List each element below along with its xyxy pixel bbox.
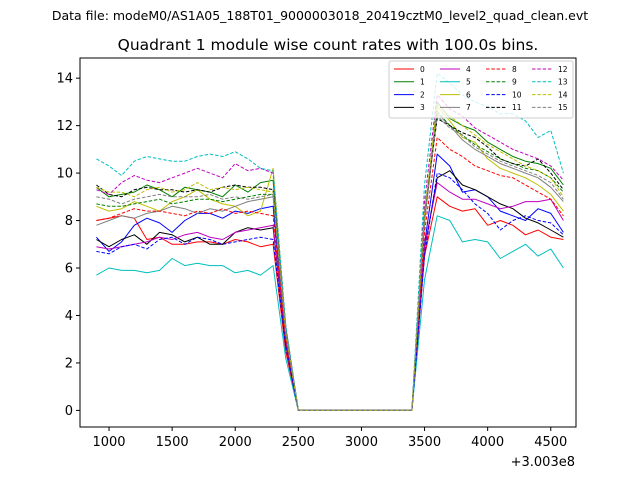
legend-label-11: 11 <box>512 103 522 112</box>
legend-label-5: 5 <box>466 78 471 87</box>
legend-label-14: 14 <box>558 90 568 99</box>
x-tick-label: 2500 <box>282 435 315 450</box>
series-line-15 <box>96 115 564 411</box>
suptitle: Data file: modeM0/AS1A05_188T01_90000030… <box>52 8 588 23</box>
axis-ticks: 1000 1500 2000 2500 3000 3500 4000 4500 0 2 4 6 8 10 1… <box>56 72 567 450</box>
legend-label-0: 0 <box>420 65 425 74</box>
legend-label-7: 7 <box>466 103 471 112</box>
legend-label-13: 13 <box>558 78 568 87</box>
legend-label-10: 10 <box>512 90 522 99</box>
y-tick-label: 12 <box>56 119 73 134</box>
legend-label-2: 2 <box>420 90 425 99</box>
plot-area <box>96 72 564 411</box>
y-tick-label: 4 <box>65 309 73 324</box>
y-tick-label: 10 <box>56 167 73 182</box>
series-line-9 <box>96 110 564 411</box>
legend-box <box>388 60 574 119</box>
x-tick-label: 4500 <box>534 435 567 450</box>
x-tick-label: 1000 <box>92 435 125 450</box>
legend-label-3: 3 <box>420 103 425 112</box>
legend-label-12: 12 <box>558 65 568 74</box>
x-tick-label: 1500 <box>156 435 189 450</box>
legend-label-15: 15 <box>558 103 568 112</box>
legend-label-8: 8 <box>512 65 517 74</box>
y-tick-label: 8 <box>65 214 73 229</box>
x-tick-label: 3500 <box>408 435 441 450</box>
y-tick-label: 14 <box>56 72 73 87</box>
x-offset-label: +3.003e8 <box>511 455 575 470</box>
chart-title: Quadrant 1 module wise count rates with … <box>118 36 539 54</box>
legend-label-6: 6 <box>466 90 471 99</box>
axes-frame <box>79 57 577 428</box>
y-tick-label: 6 <box>65 262 73 277</box>
legend-label-1: 1 <box>420 78 425 87</box>
x-tick-label: 2000 <box>219 435 252 450</box>
legend-label-4: 4 <box>466 65 471 74</box>
y-tick-label: 0 <box>65 404 73 419</box>
legend-label-9: 9 <box>512 78 517 87</box>
y-tick-label: 2 <box>65 356 73 371</box>
x-tick-label: 4000 <box>471 435 504 450</box>
x-tick-label: 3000 <box>345 435 378 450</box>
